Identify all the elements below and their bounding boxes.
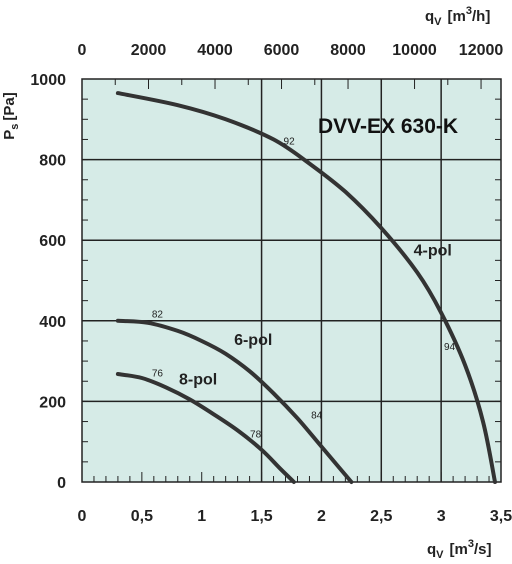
x2-tick-label: 6000 [264, 42, 300, 59]
efficiency-label: 84 [311, 410, 323, 421]
x2-tick-label: 0 [78, 42, 87, 59]
x-tick-label: 0 [78, 508, 87, 525]
minor-ticks [82, 79, 501, 482]
x-tick-label: 2,5 [370, 508, 392, 525]
efficiency-label: 94 [444, 342, 456, 353]
x2-axis-title: qV [m3/h] [425, 5, 490, 28]
x-tick-label: 3,5 [490, 508, 512, 525]
x-axis-title: qV [m3/s] [427, 538, 492, 561]
curve-label-6-pol: 6-pol [234, 332, 272, 349]
y-tick-label: 400 [39, 314, 66, 331]
curve-4-pol [115, 91, 497, 484]
chart-title: DVV-EX 630-K [318, 115, 458, 138]
efficiency-label: 78 [250, 430, 262, 441]
y-tick-label: 600 [39, 233, 66, 250]
x-tick-label: 0,5 [131, 508, 153, 525]
x2-tick-label: 2000 [131, 42, 167, 59]
y-tick-label: 800 [39, 153, 66, 170]
efficiency-label: 92 [284, 136, 296, 147]
x-tick-label: 2 [317, 508, 326, 525]
curve-label-8-pol: 8-pol [179, 371, 217, 388]
curve-label-4-pol: 4-pol [414, 243, 452, 260]
efficiency-label: 82 [152, 310, 164, 321]
x-tick-label: 1 [197, 508, 206, 525]
x2-tick-label: 10000 [392, 42, 437, 59]
performance-curves [115, 91, 497, 484]
y-tick-label: 1000 [30, 72, 66, 89]
x2-tick-label: 8000 [330, 42, 366, 59]
efficiency-label: 76 [152, 368, 164, 379]
plot-background [81, 78, 502, 483]
chart-labels: 4-pol 6-pol 8-pol 92 94 82 84 76 78 [152, 136, 456, 440]
y-tick-label: 0 [57, 475, 66, 492]
y-tick-label: 200 [39, 394, 66, 411]
x-tick-label: 3 [437, 508, 446, 525]
grid-lines [82, 79, 501, 482]
x2-tick-label: 12000 [459, 42, 504, 59]
y-axis-title: Ps[Pa] [1, 92, 21, 139]
curve-8-pol [115, 372, 296, 484]
x-tick-label: 1,5 [250, 508, 272, 525]
curve-6-pol [115, 318, 354, 484]
x2-tick-label: 4000 [197, 42, 233, 59]
